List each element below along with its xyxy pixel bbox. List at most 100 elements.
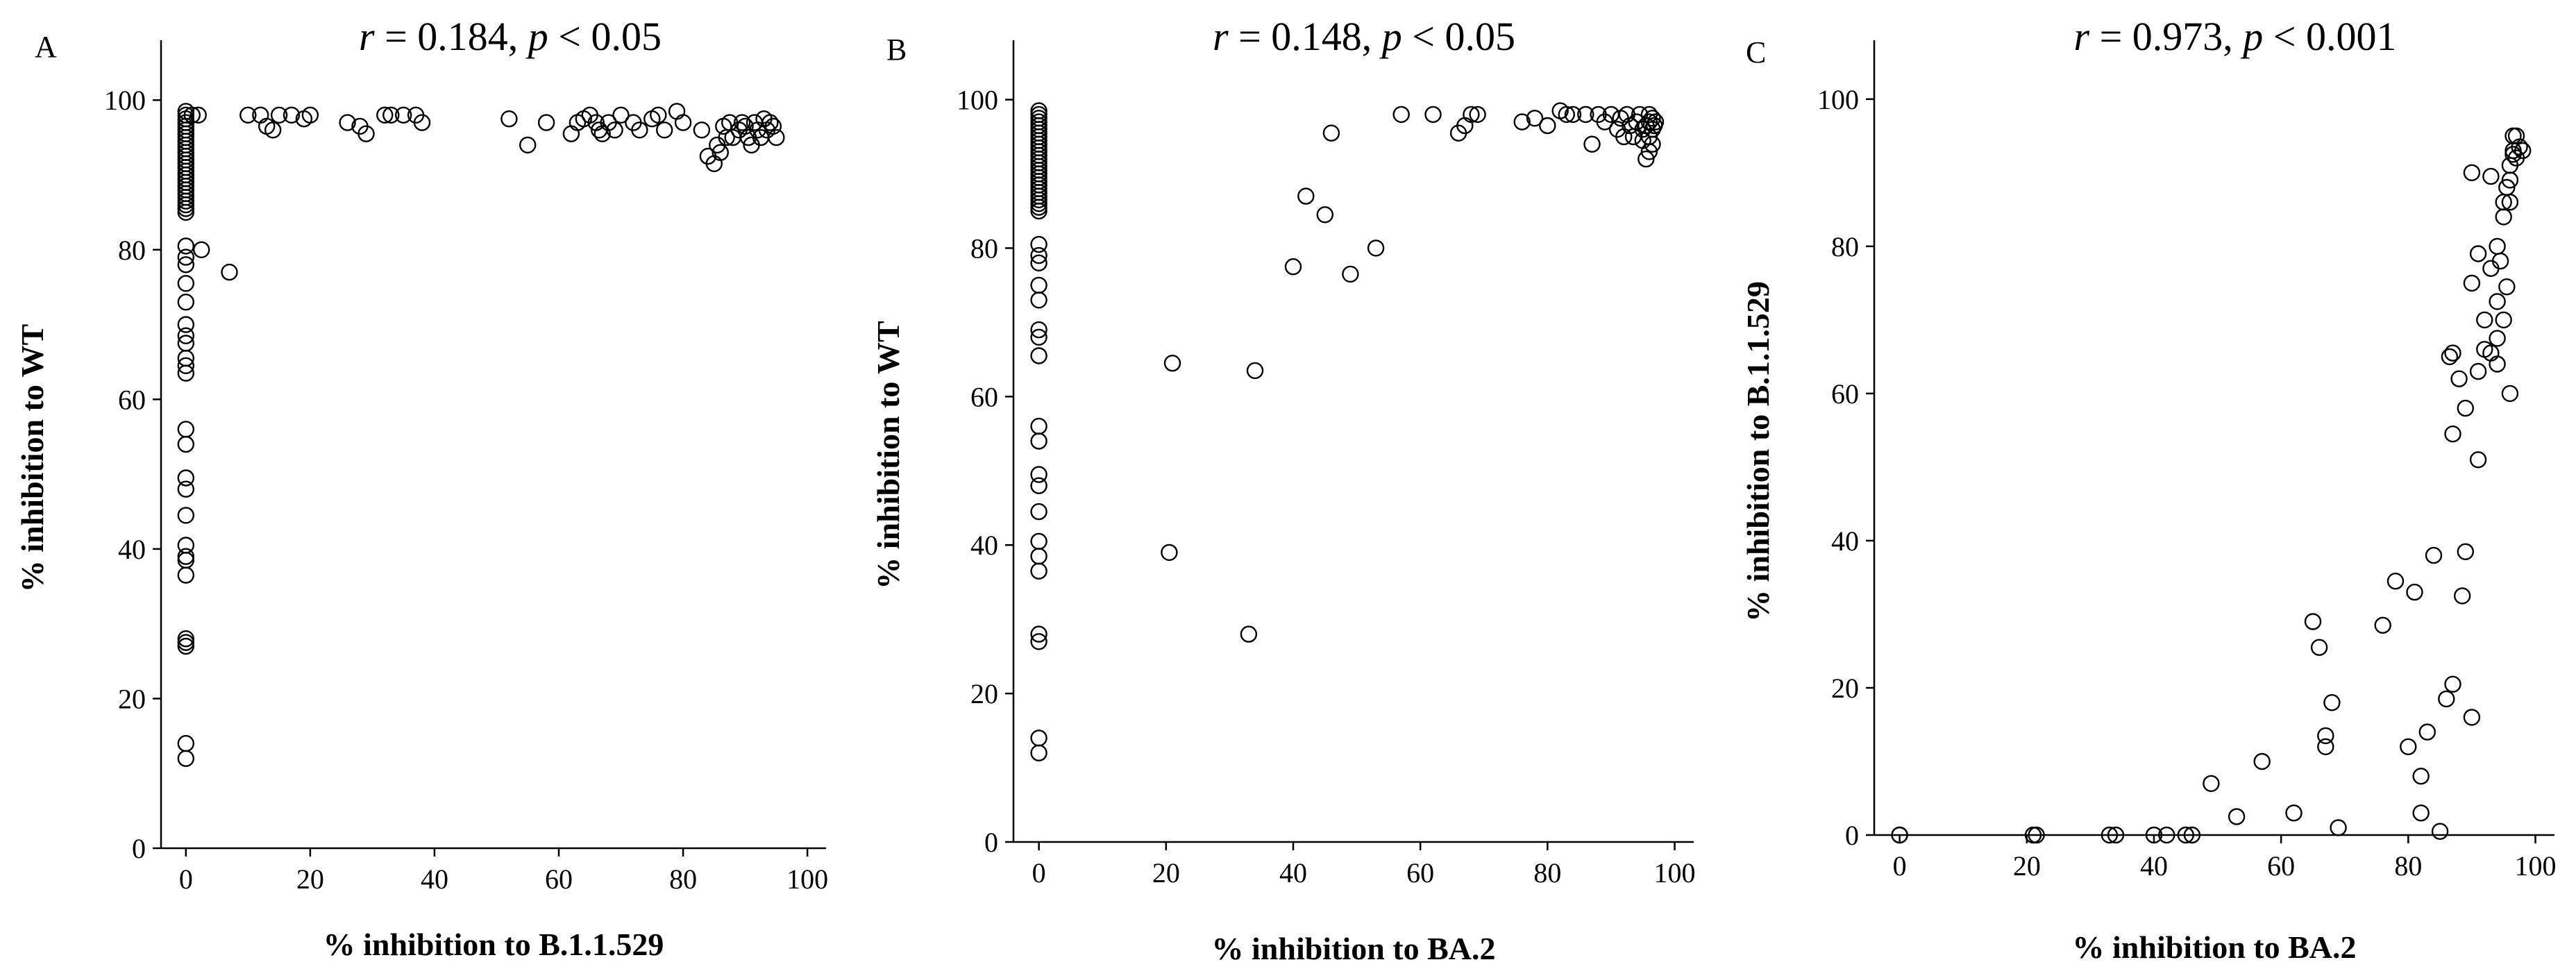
data-point xyxy=(177,248,194,266)
data-point xyxy=(1644,135,1661,153)
x-tick-label: 60 xyxy=(2267,850,2295,882)
data-point xyxy=(177,480,194,498)
data-point xyxy=(733,114,751,131)
y-tick-label: 80 xyxy=(970,233,998,264)
data-point xyxy=(357,125,375,142)
data-point xyxy=(1030,625,1047,643)
data-point xyxy=(2495,311,2512,329)
data-point xyxy=(1367,239,1385,257)
data-point xyxy=(2425,546,2443,564)
data-point xyxy=(413,114,431,131)
data-point xyxy=(1564,106,1582,124)
data-point xyxy=(177,294,194,311)
data-point xyxy=(177,566,194,584)
data-point xyxy=(537,114,555,131)
data-point xyxy=(177,469,194,487)
data-point xyxy=(2177,826,2195,844)
data-point xyxy=(177,507,194,524)
data-point xyxy=(177,203,194,221)
data-point xyxy=(1030,730,1047,747)
title-r-value: = 0.184, xyxy=(375,14,528,59)
title-p-symbol: p xyxy=(1379,14,1402,59)
data-point xyxy=(177,237,194,255)
data-point xyxy=(1030,246,1047,264)
data-point xyxy=(2514,142,2532,160)
data-point xyxy=(1030,235,1047,253)
data-point xyxy=(1030,548,1047,565)
data-point xyxy=(2469,362,2487,380)
data-point xyxy=(1030,503,1047,521)
data-point xyxy=(2285,804,2303,822)
y-tick-label: 20 xyxy=(1831,673,1859,704)
data-point xyxy=(1161,544,1178,562)
x-axis-title: % inhibition to B.1.1.529 xyxy=(323,927,664,962)
y-tick-label: 100 xyxy=(1817,84,1859,115)
y-axis-title: % inhibition to B.1.1.529 xyxy=(1740,281,1776,622)
data-point xyxy=(1030,202,1047,220)
data-point xyxy=(177,734,194,752)
data-point xyxy=(656,121,673,139)
data-point xyxy=(1030,532,1047,550)
title-p-value: < 0.001 xyxy=(2263,14,2396,59)
data-point xyxy=(177,364,194,382)
title-p-value: < 0.05 xyxy=(1402,14,1515,59)
data-point xyxy=(177,634,194,651)
panel-letter: B xyxy=(886,33,907,67)
chart-title: r = 0.148, p < 0.05 xyxy=(1213,14,1515,59)
y-tick-label: 80 xyxy=(118,235,146,266)
data-point xyxy=(221,263,238,281)
data-point xyxy=(2406,583,2423,601)
data-point xyxy=(2463,709,2481,726)
data-point xyxy=(736,117,754,135)
data-point xyxy=(693,121,711,139)
data-point xyxy=(1469,106,1486,124)
data-point xyxy=(177,256,194,273)
data-point xyxy=(612,106,630,124)
data-point xyxy=(2463,274,2481,292)
data-point xyxy=(2431,823,2449,840)
data-point xyxy=(2469,245,2487,262)
data-point xyxy=(2457,543,2475,560)
x-tick-label: 20 xyxy=(2013,850,2041,882)
data-point xyxy=(1030,633,1047,650)
data-point xyxy=(2489,237,2506,255)
data-point xyxy=(1463,106,1480,124)
x-axis-title: % inhibition to BA.2 xyxy=(2073,929,2357,965)
y-axis-title: % inhibition to WT xyxy=(15,324,50,592)
data-point xyxy=(2158,826,2175,844)
data-point xyxy=(376,106,394,124)
y-tick-label: 0 xyxy=(132,833,146,864)
data-point xyxy=(1647,113,1665,130)
x-tick-label: 80 xyxy=(2394,850,2422,882)
y-tick-label: 40 xyxy=(1831,525,1859,557)
data-point xyxy=(764,117,782,135)
data-point xyxy=(1526,110,1544,127)
data-point xyxy=(270,106,288,124)
data-point xyxy=(2444,425,2461,443)
data-point xyxy=(1030,191,1047,209)
data-point xyxy=(1030,276,1047,294)
y-tick-label: 20 xyxy=(118,683,146,714)
data-point xyxy=(2489,293,2506,310)
data-point xyxy=(2374,616,2391,634)
data-point xyxy=(1030,254,1047,271)
data-point xyxy=(177,327,194,344)
y-tick-label: 40 xyxy=(970,530,998,561)
x-tick-label: 40 xyxy=(2140,850,2168,882)
data-point xyxy=(712,144,730,161)
data-point xyxy=(177,357,194,374)
data-point xyxy=(562,125,580,142)
data-point xyxy=(283,106,301,124)
y-tick-label: 40 xyxy=(118,534,146,565)
title-r-symbol: r xyxy=(1213,14,1229,59)
y-tick-label: 80 xyxy=(1831,231,1859,262)
data-point xyxy=(768,128,785,146)
chart-title: r = 0.184, p < 0.05 xyxy=(359,14,662,59)
data-point xyxy=(2463,164,2481,182)
data-point xyxy=(2418,723,2436,741)
data-point xyxy=(1624,128,1642,146)
data-point xyxy=(2412,804,2430,822)
data-point xyxy=(193,241,210,258)
data-point xyxy=(1644,110,1661,127)
